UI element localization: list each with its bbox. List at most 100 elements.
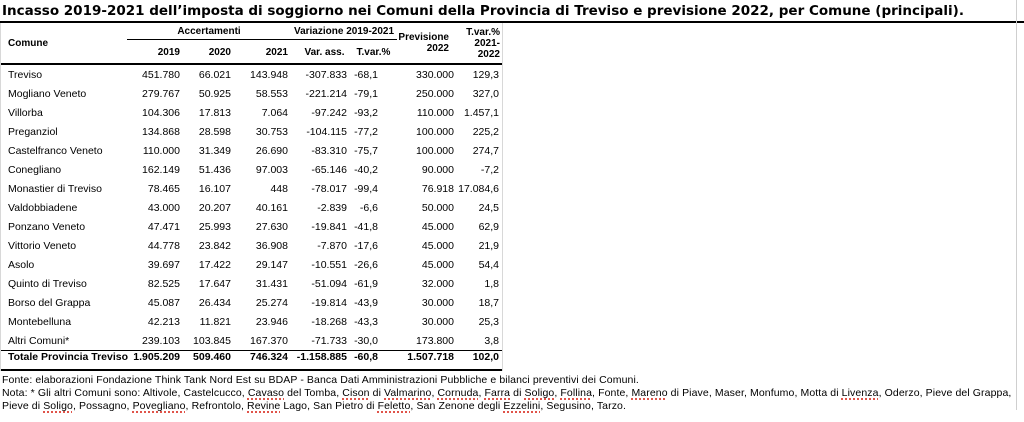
value-cell: 29.147 <box>255 258 288 271</box>
footnote-text: del Tomba, <box>284 387 343 399</box>
value-cell: 448 <box>270 182 288 195</box>
value-cell: -307.833 <box>305 68 347 81</box>
misspelled-word: Cavaso <box>247 387 285 399</box>
value-cell: -77,2 <box>354 125 378 138</box>
value-cell: -75,7 <box>354 144 378 157</box>
value-cell: 327,0 <box>472 87 499 100</box>
value-cell: 47.471 <box>147 220 180 233</box>
value-cell: 76.918 <box>421 182 454 195</box>
value-cell: -79,1 <box>354 87 378 100</box>
comune-cell: Altri Comuni* <box>8 334 70 347</box>
year-header-row: 2019 2020 2021 <box>127 47 291 58</box>
misspelled-word: Revine <box>247 400 281 412</box>
value-cell: 1.905.209 <box>133 351 180 363</box>
value-cell: 279.767 <box>142 87 180 100</box>
value-cell: 44.778 <box>147 239 180 252</box>
value-cell: 18,7 <box>478 296 499 309</box>
value-cell: 17.647 <box>198 277 231 290</box>
value-cell: -43,3 <box>354 315 378 328</box>
value-cell: -83.310 <box>311 144 347 157</box>
value-cell: 23.946 <box>255 315 288 328</box>
footnote-text: , San Zenone degli <box>410 400 504 412</box>
data-table: Comune Accertamenti Variazione 2019-2021… <box>0 23 503 371</box>
footnote-text: Lago, San Pietro di <box>280 400 378 412</box>
value-cell: 31.349 <box>198 144 231 157</box>
value-cell: -61,9 <box>354 277 378 290</box>
value-cell: 23.842 <box>198 239 231 252</box>
footnote-text: , Oderzo, Pieve del Grappa, Pieve di <box>2 387 1012 412</box>
source-note: Fonte: elaborazioni Fondazione Think Tan… <box>2 374 639 386</box>
value-cell: 239.103 <box>142 334 180 347</box>
value-cell: 30.753 <box>255 125 288 138</box>
column-header-previsione-2022: Previsione 2022 <box>397 32 458 54</box>
table-row: Treviso 451.780 66.021 143.948 -307.833 -68,1… <box>1 65 502 84</box>
column-header-2021: 2021 <box>265 46 288 58</box>
column-header-tvar2-line2: 2021-2022 <box>474 37 500 60</box>
footnote-text: , Possagno, <box>72 400 133 412</box>
value-cell: 90.000 <box>421 163 454 176</box>
value-cell: 42.213 <box>147 315 180 328</box>
value-cell: -10.551 <box>311 258 347 271</box>
misspelled-word: Feletto <box>377 400 411 412</box>
value-cell: -71.733 <box>311 334 347 347</box>
value-cell: 82.525 <box>147 277 180 290</box>
column-header-var-ass: Var. ass. <box>304 46 345 58</box>
value-cell: 330.000 <box>416 68 454 81</box>
value-cell: -97.242 <box>311 106 347 119</box>
misspelled-word: Follina <box>560 387 593 399</box>
value-cell: -7,2 <box>480 163 499 176</box>
value-cell: 32.000 <box>421 277 454 290</box>
footnote: Nota: * Gli altri Comuni sono: Altivole,… <box>2 387 1014 413</box>
comune-cell: Totale Provincia Treviso <box>8 351 129 363</box>
value-cell: 167.370 <box>250 334 288 347</box>
comune-cell: Ponzano Veneto <box>8 220 86 233</box>
value-cell: 30.000 <box>421 315 454 328</box>
value-cell: -30,0 <box>354 334 378 347</box>
column-header-previsione-line1: Previsione <box>398 32 449 43</box>
value-cell: 746.324 <box>250 351 288 363</box>
value-cell: 25.993 <box>198 220 231 233</box>
value-cell: 143.948 <box>250 68 288 81</box>
value-cell: 16.107 <box>198 182 231 195</box>
column-header-2019: 2019 <box>157 46 180 58</box>
table-row: Quinto di Treviso 82.525 17.647 31.431 -51.0… <box>1 274 502 293</box>
value-cell: 3,8 <box>484 334 499 347</box>
comune-cell: Villorba <box>8 106 43 119</box>
comune-cell: Conegliano <box>8 163 62 176</box>
value-cell: -18.268 <box>311 315 347 328</box>
value-cell: 17.422 <box>198 258 231 271</box>
value-cell: 31.431 <box>255 277 288 290</box>
table-total-row: Totale Provincia Treviso 1.905.209 509.460… <box>1 350 502 371</box>
footnote-text: , Fonte, <box>592 387 632 399</box>
value-cell: 78.465 <box>147 182 180 195</box>
value-cell: 43.000 <box>147 201 180 214</box>
column-header-2020: 2020 <box>208 46 231 58</box>
comune-cell: Preganziol <box>8 125 58 138</box>
value-cell: -40,2 <box>354 163 378 176</box>
value-cell: 28.598 <box>198 125 231 138</box>
page-edge-divider <box>1016 0 1017 410</box>
value-cell: -51.094 <box>311 277 347 290</box>
comune-cell: Monastier di Treviso <box>8 182 102 195</box>
value-cell: 50.925 <box>198 87 231 100</box>
value-cell: -41,8 <box>354 220 378 233</box>
footnote-text: , <box>431 387 438 399</box>
comune-cell: Mogliano Veneto <box>8 87 87 100</box>
value-cell: -19.814 <box>311 296 347 309</box>
value-cell: 17.084,6 <box>458 182 499 195</box>
value-cell: -43,9 <box>354 296 378 309</box>
table-row: Conegliano 162.149 51.436 97.003 -65.146 -40,… <box>1 160 502 179</box>
value-cell: 162.149 <box>142 163 180 176</box>
table-row: Preganziol 134.868 28.598 30.753 -104.115 -77… <box>1 122 502 141</box>
value-cell: 45.000 <box>421 220 454 233</box>
column-group-accertamenti: Accertamenti <box>127 26 291 40</box>
value-cell: 103.845 <box>193 334 231 347</box>
value-cell: 11.821 <box>199 315 231 328</box>
comune-cell: Quinto di Treviso <box>8 277 87 290</box>
value-cell: 66.021 <box>198 68 231 81</box>
value-cell: -68,1 <box>354 68 378 81</box>
column-header-tvar: T.var.% <box>356 46 391 58</box>
value-cell: -1.158.885 <box>296 351 347 363</box>
comune-cell: Valdobbiadene <box>8 201 78 214</box>
footnote-text: , Segusino, Tarzo. <box>540 400 627 412</box>
